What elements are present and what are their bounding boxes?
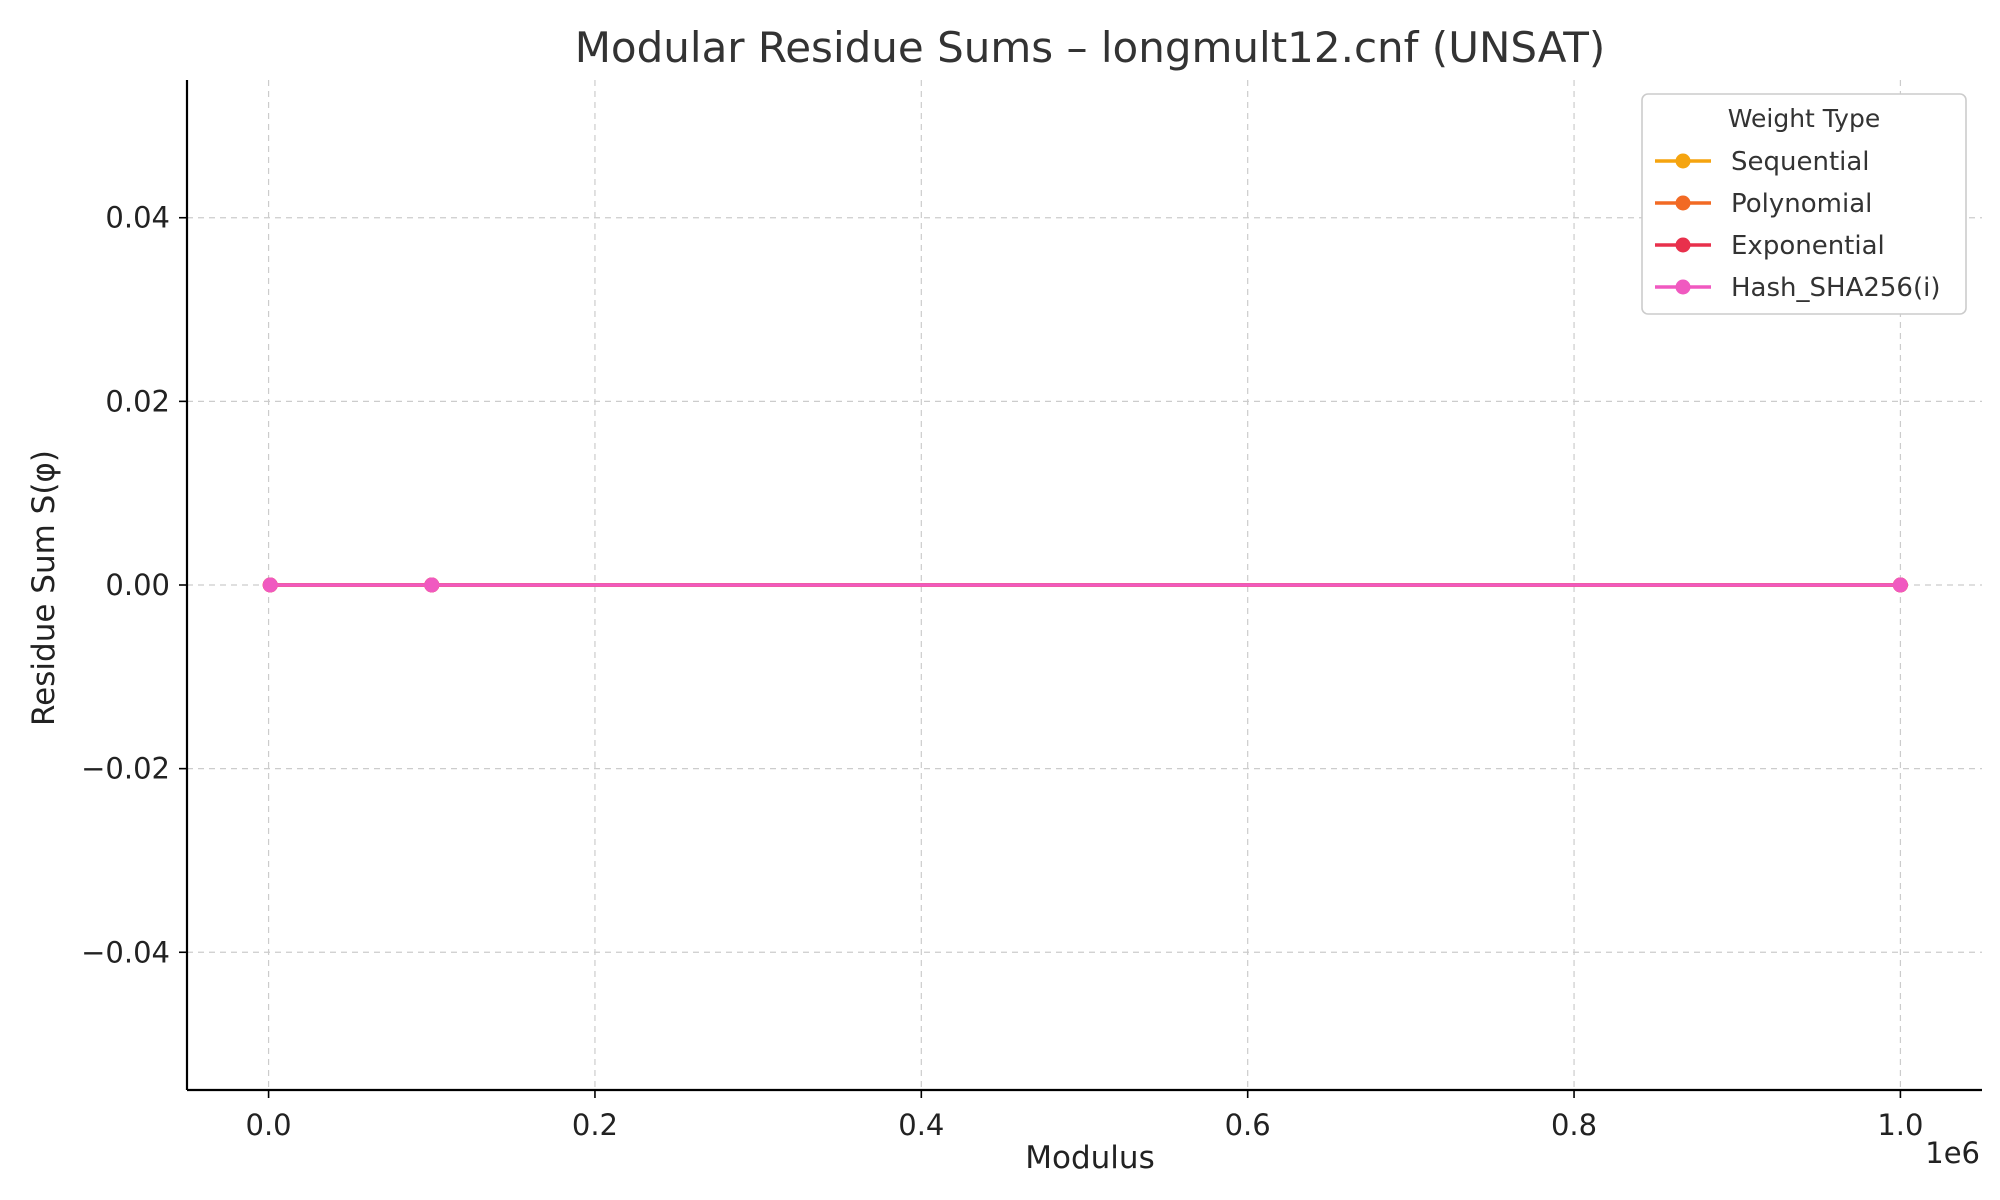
legend-items: Sequential Polynomial Exponential Hash_SHA2… [1655, 147, 1941, 303]
legend-label: Polynomial [1731, 189, 1872, 219]
y-tick-label: −0.02 [81, 752, 170, 786]
legend: Weight Type Sequential Polynomial Exponent… [1641, 93, 1967, 315]
x-axis-title: Modulus [1025, 1140, 1154, 1176]
legend-swatch-marker [1675, 153, 1691, 169]
y-axis-title: Residue Sum S(φ) [26, 450, 62, 726]
x-tick-label: 1.0 [1877, 1108, 1923, 1142]
data-point [262, 577, 278, 593]
legend-item: Sequential [1655, 147, 1870, 177]
series-layer [262, 577, 1908, 593]
y-tick-label: −0.04 [81, 935, 170, 969]
y-tick-label: 0.04 [105, 201, 170, 235]
legend-item: Polynomial [1655, 189, 1872, 219]
x-tick-label: 0.4 [898, 1108, 944, 1142]
legend-swatch-marker [1675, 195, 1691, 211]
y-tick-label: 0.02 [105, 384, 170, 418]
legend-item: Hash_SHA256(i) [1655, 273, 1941, 303]
legend-item: Exponential [1655, 231, 1885, 261]
legend-label: Exponential [1731, 231, 1885, 261]
x-axis-offset-label: 1e6 [1925, 1136, 1980, 1170]
x-tick-label: 0.0 [246, 1108, 292, 1142]
legend-label: Hash_SHA256(i) [1731, 273, 1941, 303]
legend-label: Sequential [1731, 147, 1870, 177]
legend-frame [1641, 93, 1967, 315]
legend-swatch-marker [1675, 279, 1691, 295]
ticks: 0.0 0.2 0.4 0.6 0.8 1.0 0.04 0.02 0.00 −0.02 −0.04 [81, 201, 1923, 1142]
x-tick-label: 0.2 [572, 1108, 618, 1142]
x-tick-label: 0.8 [1551, 1108, 1597, 1142]
data-point [1892, 577, 1908, 593]
x-tick-label: 0.6 [1225, 1108, 1271, 1142]
legend-title: Weight Type [1728, 104, 1880, 133]
y-tick-label: 0.00 [105, 568, 170, 602]
chart-title: Modular Residue Sums – longmult12.cnf (U… [575, 23, 1606, 72]
series-hash-sha256-i- [262, 577, 1908, 593]
legend-swatch-marker [1675, 237, 1691, 253]
data-point [424, 577, 440, 593]
